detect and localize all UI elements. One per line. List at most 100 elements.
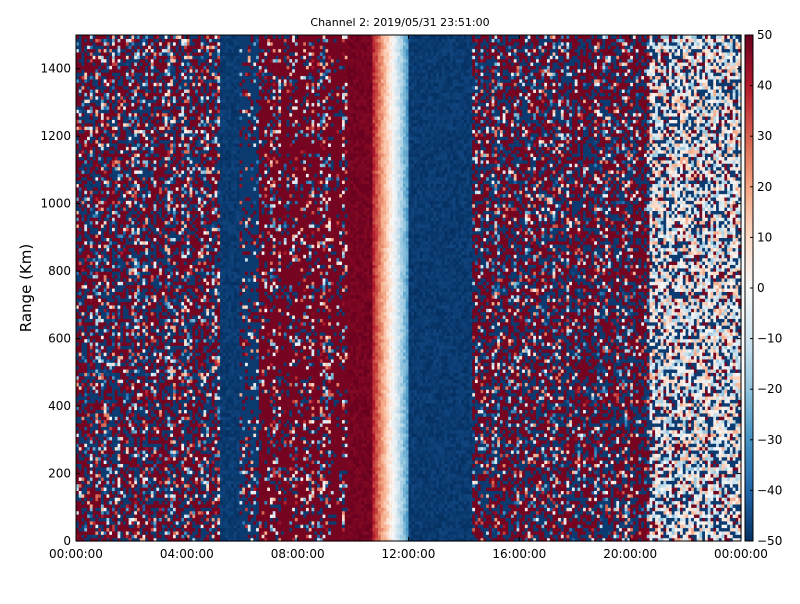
heatmap-cell [112, 153, 116, 158]
heatmap-cell [89, 61, 94, 66]
heatmap-cell [114, 406, 119, 411]
heatmap-cell [84, 497, 88, 502]
heatmap-cell [84, 227, 88, 232]
heatmap-cell [114, 35, 119, 39]
heatmap-cell [81, 213, 85, 218]
heatmap-cell [87, 456, 91, 461]
heatmap-cell [92, 345, 96, 350]
heatmap-cell [92, 429, 96, 434]
heatmap-cell [100, 429, 105, 434]
heatmap-cell [76, 75, 80, 80]
heatmap-cell [98, 92, 102, 97]
heatmap-cell [103, 126, 108, 131]
heatmap-cell [117, 190, 121, 195]
heatmap-cell [81, 261, 85, 265]
heatmap-cell [114, 159, 119, 164]
heatmap-cell [81, 510, 85, 515]
heatmap-cell [84, 466, 88, 471]
heatmap-cell [106, 453, 110, 458]
heatmap-cell [106, 244, 110, 249]
heatmap-cell [84, 173, 88, 178]
heatmap-cell [109, 419, 113, 424]
heatmap-cell [100, 169, 105, 174]
heatmap-cell [112, 358, 116, 363]
heatmap-cell [106, 534, 110, 539]
heatmap-cell [95, 166, 99, 171]
heatmap-cell [92, 217, 96, 222]
heatmap-cell [103, 244, 108, 249]
heatmap-cell [109, 338, 113, 343]
heatmap-cell [114, 534, 119, 539]
heatmap-cell [78, 497, 83, 502]
heatmap-cell [112, 129, 116, 134]
heatmap-cell [117, 341, 121, 346]
heatmap-cell [98, 493, 102, 498]
heatmap-cell [78, 153, 83, 158]
heatmap-cell [103, 112, 108, 117]
heatmap-cell [95, 507, 99, 512]
heatmap-cell [76, 129, 80, 134]
heatmap-cell [81, 429, 85, 434]
heatmap-cell [81, 112, 85, 117]
heatmap-cell [114, 375, 119, 380]
heatmap-cell [109, 365, 113, 370]
heatmap-cell [78, 163, 83, 168]
heatmap-cell [117, 416, 121, 421]
heatmap-cell [106, 85, 110, 90]
heatmap-cell [84, 335, 88, 340]
heatmap-cell [100, 284, 105, 289]
heatmap-cell [76, 433, 80, 438]
heatmap-cell [98, 335, 102, 340]
heatmap-cell [106, 156, 110, 161]
heatmap-cell [81, 382, 85, 387]
heatmap-cell [114, 203, 119, 208]
heatmap-cell [98, 271, 102, 276]
heatmap-cell [103, 500, 108, 505]
heatmap-cell [103, 524, 108, 529]
heatmap-cell [89, 520, 94, 525]
heatmap-cell [103, 392, 108, 397]
heatmap-cell [76, 58, 80, 63]
heatmap-cell [89, 321, 94, 326]
heatmap-cell [120, 443, 124, 448]
heatmap-cell [84, 95, 88, 100]
heatmap-cell [117, 385, 121, 390]
heatmap-cell [106, 466, 110, 471]
heatmap-cell [98, 331, 102, 336]
heatmap-cell [89, 301, 94, 306]
heatmap-cell [114, 183, 119, 188]
heatmap-cell [120, 446, 124, 451]
heatmap-cell [109, 379, 113, 384]
heatmap-cell [95, 365, 99, 370]
heatmap-cell [109, 173, 113, 178]
heatmap-cell [95, 436, 99, 441]
heatmap-cell [98, 497, 102, 502]
heatmap-cell [89, 38, 94, 43]
heatmap-cell [92, 129, 96, 134]
heatmap-cell [117, 358, 121, 363]
heatmap-cell [92, 389, 96, 394]
heatmap-cell [112, 257, 116, 262]
heatmap-cell [84, 68, 88, 73]
heatmap-cell [87, 318, 91, 323]
heatmap-cell [89, 139, 94, 144]
heatmap-cell [117, 483, 121, 488]
heatmap-cell [98, 237, 102, 242]
heatmap-cell [76, 277, 80, 282]
heatmap-cell [92, 68, 96, 73]
heatmap-cell [78, 328, 83, 333]
heatmap-cell [95, 126, 99, 131]
heatmap-cell [87, 284, 91, 289]
heatmap-cell [76, 503, 80, 508]
heatmap-cell [78, 240, 83, 245]
heatmap-cell [76, 227, 80, 232]
heatmap-cell [109, 426, 113, 431]
heatmap-cell [78, 331, 83, 336]
heatmap-cell [114, 483, 119, 488]
heatmap-cell [114, 365, 119, 370]
heatmap-cell [76, 264, 80, 269]
heatmap-cell [120, 466, 124, 471]
heatmap-cell [103, 395, 108, 400]
heatmap-cell [114, 115, 119, 120]
heatmap-cell [100, 112, 105, 117]
